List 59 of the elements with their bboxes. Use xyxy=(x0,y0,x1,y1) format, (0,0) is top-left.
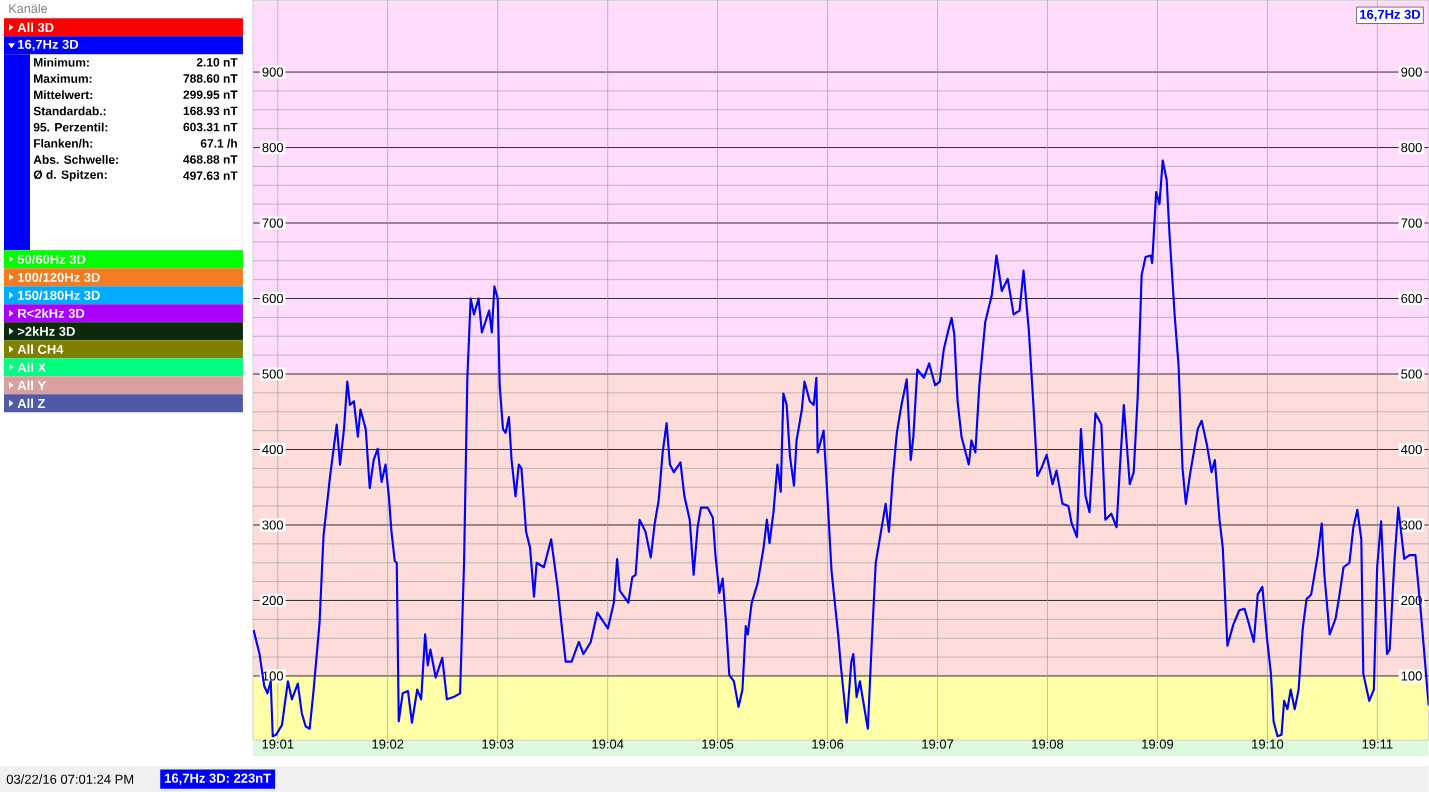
y-tick-label: 900 xyxy=(262,67,284,77)
x-tick-label: 19:04 xyxy=(592,739,624,749)
x-tick-label: 19:10 xyxy=(1252,739,1284,749)
y2-tick-label: 800 xyxy=(1401,142,1422,153)
line-series xyxy=(252,159,1429,738)
y2-tick-label: 900 xyxy=(1401,67,1422,77)
category-label: All X xyxy=(17,362,47,372)
y-tick-label: 500 xyxy=(262,369,284,379)
y-tick-label: 300 xyxy=(262,520,284,530)
x-tick-label: 19:01 xyxy=(262,739,294,749)
y2-tick-label: 500 xyxy=(1401,369,1422,379)
text: 468.88 nT xyxy=(183,155,238,164)
text: 2.10 nT xyxy=(196,58,238,67)
category-label: >2kHz 3D xyxy=(17,326,75,336)
text: 16,7Hz 3D xyxy=(1360,9,1421,21)
x-tick-label: 19:05 xyxy=(702,739,734,749)
category-label: 50/60Hz 3D xyxy=(17,254,86,265)
y-tick-label: 600 xyxy=(262,293,284,304)
x-tick-label: 19:03 xyxy=(482,739,514,749)
category-label: 150/180Hz 3D xyxy=(18,290,100,301)
text: Mittelwert: xyxy=(34,90,93,100)
category-label: All 3D xyxy=(17,22,54,33)
text: Maximum: xyxy=(34,74,92,83)
text: Flanken/h: xyxy=(34,138,93,148)
y-tick-label: 200 xyxy=(262,595,284,606)
category-label: All Z xyxy=(17,398,46,408)
x-tick-label: 19:02 xyxy=(372,739,404,749)
y-tick-label: 700 xyxy=(262,218,284,228)
category-label: R<2kHz 3D xyxy=(18,308,85,318)
text: Kanäle xyxy=(9,3,48,13)
text: 299.95 nT xyxy=(183,90,238,99)
text: 168.93 nT xyxy=(183,106,238,116)
x-tick-label: 19:08 xyxy=(1032,739,1064,749)
y-tick-label: 400 xyxy=(262,444,284,455)
text: Standardab.: xyxy=(33,106,106,116)
text: 03/22/16 07:01:24 PM xyxy=(6,774,134,784)
x-tick-label: 19:09 xyxy=(1142,739,1174,749)
text: Ø d. Spitzen: xyxy=(33,170,107,182)
category-label: 16,7Hz 3D xyxy=(18,39,79,51)
text: 497.63 nT xyxy=(183,171,238,180)
x-tick-label: 19:07 xyxy=(922,739,954,749)
text: 67.1 /h xyxy=(200,138,237,148)
category-label: All CH4 xyxy=(17,344,64,354)
text: Minimum: xyxy=(34,57,89,67)
category-label: All Y xyxy=(17,380,46,390)
category-label: 100/120Hz 3D xyxy=(18,272,100,283)
y2-tick-label: 600 xyxy=(1401,293,1422,304)
x-tick-label: 19:11 xyxy=(1362,739,1393,749)
text: Abs. Schwelle: xyxy=(33,155,118,164)
text: 603.31 nT xyxy=(183,122,238,132)
text: 95. Perzentil: xyxy=(33,122,108,132)
y2-tick-label: 700 xyxy=(1401,218,1422,228)
y-tick-label: 800 xyxy=(262,142,284,153)
y2-tick-label: 300 xyxy=(1401,520,1422,530)
y2-tick-label: 400 xyxy=(1400,444,1422,455)
y2-tick-label: 100 xyxy=(1401,671,1422,681)
text: 16,7Hz 3D: 223nT xyxy=(165,773,271,785)
x-tick-label: 19:06 xyxy=(812,739,844,749)
text: 788.60 nT xyxy=(183,74,238,83)
